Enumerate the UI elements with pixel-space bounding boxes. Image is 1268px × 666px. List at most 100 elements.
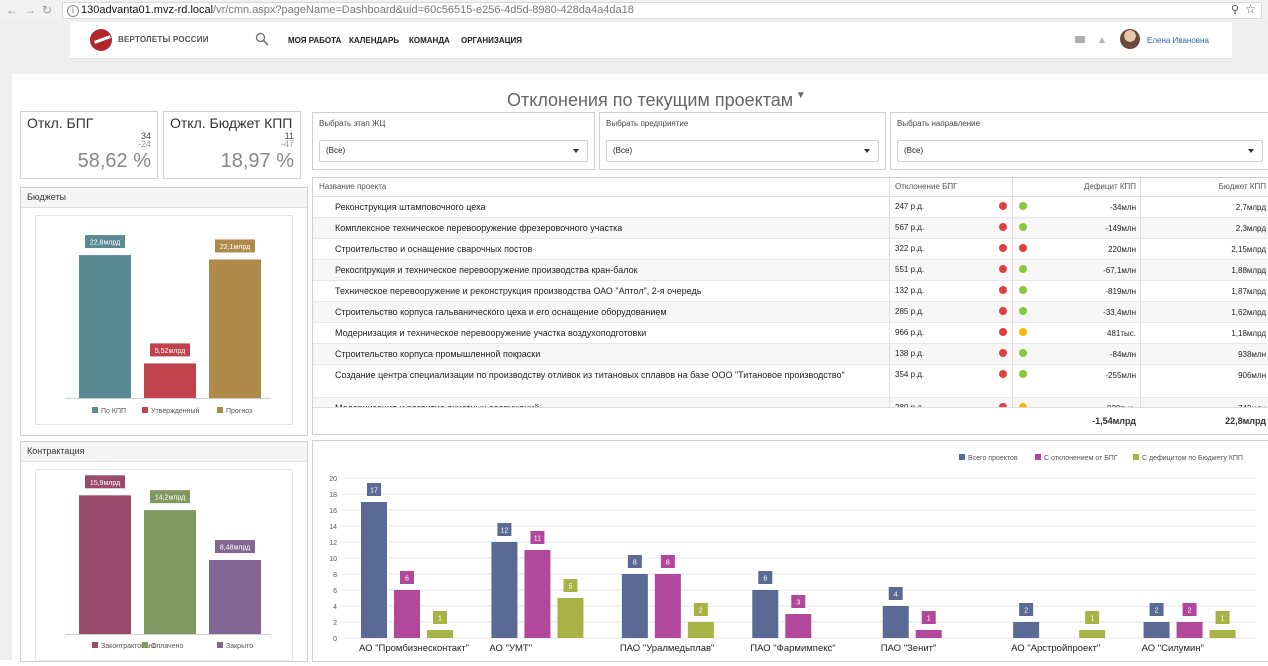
enterprise-select[interactable]: (Все) (606, 140, 879, 162)
bar[interactable] (144, 363, 196, 398)
data-label: 6 (763, 576, 767, 583)
reload-icon[interactable]: ↻ (42, 3, 53, 17)
bar[interactable] (79, 495, 131, 634)
project-name[interactable]: Техническое перевооружение и реконструкц… (335, 286, 702, 296)
bar[interactable] (752, 590, 779, 638)
data-label-box (1182, 603, 1197, 616)
project-name[interactable]: Комплексное техническое перевооружение ф… (335, 223, 623, 233)
legend-label[interactable]: С дефицитом по Бюджету КПП (1142, 455, 1243, 462)
bar[interactable] (427, 630, 453, 638)
bar[interactable] (915, 630, 942, 638)
x-tick-label: ПАО "Уралмедьплав" (620, 643, 715, 654)
y-tick-label: 14 (329, 524, 337, 531)
status-dot-bpg (999, 202, 1007, 210)
filter-icon[interactable]: ▼ (793, 90, 806, 101)
url-host: 130advanta01.mvz-rd.local (81, 4, 214, 16)
budget-value: 1,87млрд (1231, 287, 1266, 296)
bar[interactable] (1079, 630, 1106, 638)
bar[interactable] (785, 614, 812, 638)
bar[interactable] (144, 510, 196, 634)
status-dot-budget (1019, 244, 1027, 252)
col-header-name[interactable]: Название проекта (319, 182, 387, 191)
legend-label[interactable]: Утвержденный (151, 407, 200, 415)
bar[interactable] (524, 550, 551, 638)
table-row[interactable]: Создание центра специализации по произво… (313, 365, 1268, 398)
project-name[interactable]: Строительство и оснащение сварочных пост… (335, 244, 533, 254)
logo-icon[interactable] (90, 29, 112, 51)
bar[interactable] (882, 606, 909, 638)
search-icon[interactable] (255, 32, 269, 46)
table-row[interactable]: Строительство корпуса промышленной покра… (313, 344, 1268, 365)
zoom-icon[interactable]: ⚲ (1230, 4, 1239, 16)
menu-organization[interactable]: ОРГАНИЗАЦИЯ (461, 36, 523, 45)
table-row[interactable]: Комплексное техническое перевооружение ф… (313, 218, 1268, 239)
menu-team[interactable]: КОМАНДА (409, 36, 450, 45)
bar[interactable] (687, 622, 714, 638)
user-name[interactable]: Елена Ивановна (1147, 36, 1209, 45)
legend-label[interactable]: Оплачено (151, 643, 183, 650)
bar[interactable] (654, 574, 681, 638)
table-row[interactable]: Рекосntрукция и техническое перевооружен… (313, 260, 1268, 281)
avatar[interactable] (1120, 29, 1140, 49)
like-icon[interactable]: ▲ (1097, 35, 1107, 46)
bar[interactable] (209, 259, 261, 398)
project-name[interactable]: Создание центра специализации по произво… (335, 370, 845, 380)
deficit-value: 220млн (1108, 245, 1136, 254)
kpi-label: Откл. БПГ (27, 115, 94, 131)
star-icon[interactable]: ☆ (1245, 2, 1256, 16)
y-tick-label: 4 (333, 604, 337, 611)
legend-label[interactable]: Прогноз (226, 408, 252, 415)
project-name[interactable]: Строительство корпуса гальванического це… (335, 307, 667, 317)
bar[interactable] (621, 574, 648, 638)
info-icon[interactable]: i (67, 5, 79, 17)
table-row[interactable]: Модернизация и техническое перевооружени… (313, 323, 1268, 344)
bar[interactable] (1176, 622, 1203, 638)
table-row[interactable]: Строительство и оснащение сварочных пост… (313, 239, 1268, 260)
url-path: /vr/cmn.aspx?pageName=Dashboard&uid=60c5… (213, 4, 634, 16)
back-icon[interactable]: ← (6, 3, 18, 17)
y-tick-label: 10 (329, 556, 337, 563)
legend-label[interactable]: Всего проектов (968, 455, 1018, 462)
deficit-value: -34млн (1109, 203, 1136, 212)
bar[interactable] (394, 590, 420, 638)
bar[interactable] (557, 598, 584, 638)
x-tick-label: АО "Арстройпроект" (1011, 643, 1100, 654)
col-header-deficit[interactable]: Дефицит КПП (1083, 182, 1136, 191)
direction-select[interactable]: (Все) (897, 140, 1263, 162)
legend-label[interactable]: С отклонением от БПГ (1044, 455, 1118, 462)
data-label-box (1085, 611, 1100, 624)
budget-value: 1,62млрд (1231, 308, 1266, 317)
bar[interactable] (79, 255, 131, 398)
legend-swatch (142, 407, 148, 413)
bar[interactable] (361, 502, 387, 638)
deficit-value: -819млн (1105, 287, 1136, 296)
total-deficit: -1,54млрд (1092, 416, 1136, 426)
forward-icon[interactable]: → (24, 3, 36, 17)
filter-label: Выбрать направление (897, 119, 981, 128)
bar[interactable] (1013, 622, 1040, 638)
data-label-box (921, 611, 936, 624)
bar[interactable] (1143, 622, 1170, 638)
bpg-deviation: 138 р.д. (895, 349, 925, 358)
col-header-budget[interactable]: Бюджет КПП (1218, 182, 1266, 191)
col-header-bpg[interactable]: Отклонение БПГ (895, 182, 958, 191)
bar[interactable] (209, 560, 261, 634)
table-row[interactable]: Строительство корпуса гальванического це… (313, 302, 1268, 323)
project-name[interactable]: Модернизация и техническое перевооружени… (335, 328, 647, 338)
legend-label[interactable]: По КПП (101, 408, 126, 415)
legend-label[interactable]: Законтрактовано (101, 643, 157, 650)
table-row[interactable]: Реконструкция штамповочного цеха 247 р.д.… (313, 197, 1268, 218)
address-bar[interactable]: i 130advanta01.mvz-rd.local/vr/cmn.aspx?… (62, 2, 1262, 19)
bar[interactable] (1209, 630, 1236, 638)
bar[interactable] (491, 542, 518, 638)
project-name[interactable]: Строительство корпуса промышленной покра… (335, 349, 541, 359)
project-name[interactable]: Реконструкция штамповочного цеха (335, 202, 486, 212)
data-label: 8 (666, 560, 670, 567)
stage-select[interactable]: (Все) (319, 140, 588, 162)
legend-label[interactable]: Закрыто (226, 643, 253, 650)
menu-my-work[interactable]: МОЯ РАБОТА (288, 36, 342, 45)
table-row[interactable]: Техническое перевооружение и реконструкц… (313, 281, 1268, 302)
menu-calendar[interactable]: КАЛЕНДАРЬ (349, 36, 400, 45)
mail-icon[interactable] (1075, 36, 1085, 43)
project-name[interactable]: Рекосntрукция и техническое перевооружен… (335, 265, 638, 275)
